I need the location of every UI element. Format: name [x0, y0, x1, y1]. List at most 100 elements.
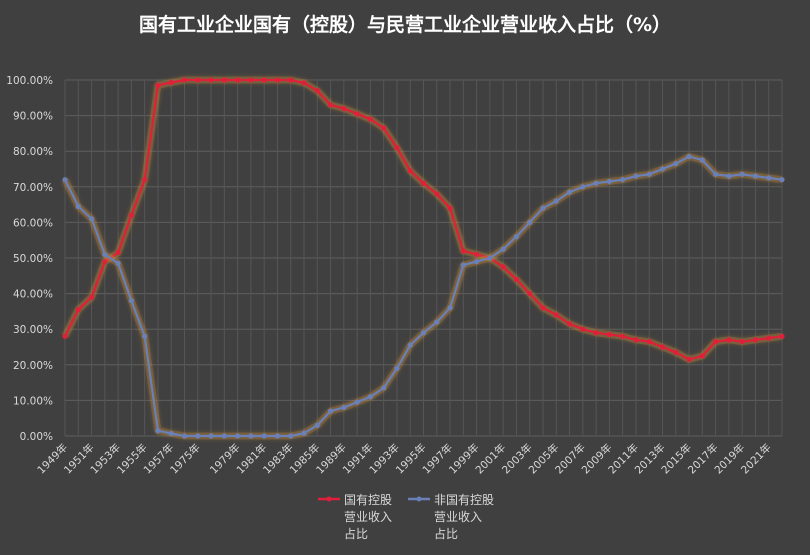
- series-point: [221, 433, 227, 439]
- y-tick-label: 40.00%: [13, 289, 53, 301]
- series-point: [115, 260, 121, 266]
- grid: [64, 79, 783, 437]
- series-point: [779, 177, 785, 183]
- chart-title: 国有工业企业国有（控股）与民营工业企业营业收入占比（%）: [139, 13, 671, 36]
- legend-item-state: 国有控股 营业收入 占比: [318, 493, 392, 541]
- series-point: [633, 173, 639, 179]
- series-point: [474, 251, 480, 258]
- series-point: [447, 305, 453, 311]
- series-point: [646, 339, 652, 345]
- legend-label-nonstate-line3: 占比: [434, 526, 458, 541]
- series-point: [181, 77, 188, 83]
- series-point: [288, 77, 294, 83]
- series-point: [420, 330, 427, 336]
- series-point: [646, 171, 652, 177]
- series-point: [394, 145, 400, 151]
- series-point: [354, 111, 360, 117]
- series-point: [434, 319, 440, 325]
- series-point: [288, 433, 294, 439]
- series-point: [766, 175, 772, 181]
- series-point: [102, 258, 108, 265]
- series-point: [301, 80, 307, 86]
- series-point: [460, 248, 466, 254]
- y-tick-label: 30.00%: [13, 324, 53, 336]
- series-point: [766, 335, 772, 341]
- series-point: [274, 433, 281, 439]
- legend-label-state-line3: 占比: [344, 526, 368, 541]
- series-point: [62, 177, 68, 183]
- series-point: [314, 422, 320, 428]
- series-point: [553, 198, 559, 204]
- series-point: [168, 430, 174, 437]
- series-point: [606, 331, 612, 338]
- series-point: [527, 219, 533, 225]
- series-point: [553, 312, 559, 318]
- y-tick-label: 10.00%: [13, 395, 53, 407]
- legend-marker-state: [326, 496, 332, 502]
- series-point: [235, 433, 241, 439]
- series-point: [420, 180, 427, 186]
- series-point: [752, 337, 759, 343]
- series-point: [673, 161, 679, 167]
- y-tick-label: 90.00%: [13, 111, 53, 123]
- series-point: [686, 356, 692, 363]
- series-point: [566, 321, 573, 327]
- series-point: [341, 404, 347, 411]
- series-point: [327, 408, 334, 414]
- series-point: [620, 333, 626, 339]
- legend-label-nonstate-line1: 非国有控股: [434, 493, 494, 507]
- legend-label-nonstate-line2: 营业收入: [434, 510, 482, 524]
- series-point: [513, 234, 520, 240]
- series-point: [487, 255, 493, 261]
- series-point: [195, 77, 201, 83]
- legend-label-state-line1: 国有控股: [344, 493, 392, 507]
- series-point: [686, 153, 692, 160]
- series-point: [248, 433, 254, 439]
- legend: 国有控股 营业收入 占比 非国有控股 营业收入 占比: [318, 493, 494, 541]
- series-point: [566, 189, 573, 195]
- series-point: [62, 333, 68, 339]
- x-tick-label: 1975年: [167, 441, 203, 477]
- series-point: [142, 333, 148, 339]
- series-point: [394, 365, 400, 371]
- series-point: [500, 246, 506, 252]
- y-tick-label: 20.00%: [13, 360, 53, 372]
- series-point: [261, 77, 267, 83]
- series-point: [540, 205, 546, 211]
- series-point: [407, 168, 413, 174]
- series-point: [381, 385, 387, 391]
- series-point: [261, 433, 267, 439]
- series-point: [274, 77, 281, 83]
- series-point: [580, 326, 586, 332]
- series-point: [752, 173, 759, 179]
- series-point: [221, 77, 227, 83]
- series-layer: [61, 76, 785, 440]
- y-tick-label: 50.00%: [13, 253, 53, 265]
- series-point: [75, 307, 81, 313]
- series-point: [699, 157, 705, 163]
- series-point: [593, 180, 599, 186]
- series-point: [88, 294, 95, 300]
- series-point: [142, 177, 148, 183]
- series-point: [726, 337, 732, 343]
- series-point: [128, 298, 134, 304]
- series-point: [314, 88, 320, 94]
- series-point: [208, 433, 214, 439]
- series-point: [580, 184, 586, 190]
- series-point: [367, 116, 373, 122]
- series-point: [633, 337, 639, 343]
- series-point: [739, 171, 745, 177]
- series-point: [713, 171, 719, 177]
- series-point: [75, 203, 81, 209]
- series-point: [659, 166, 666, 172]
- series-point: [447, 205, 453, 211]
- series-point: [301, 430, 307, 436]
- series-point: [181, 433, 188, 439]
- series-point: [155, 82, 161, 88]
- series-point: [367, 394, 373, 400]
- series-point: [381, 125, 387, 131]
- y-tick-label: 70.00%: [13, 182, 53, 194]
